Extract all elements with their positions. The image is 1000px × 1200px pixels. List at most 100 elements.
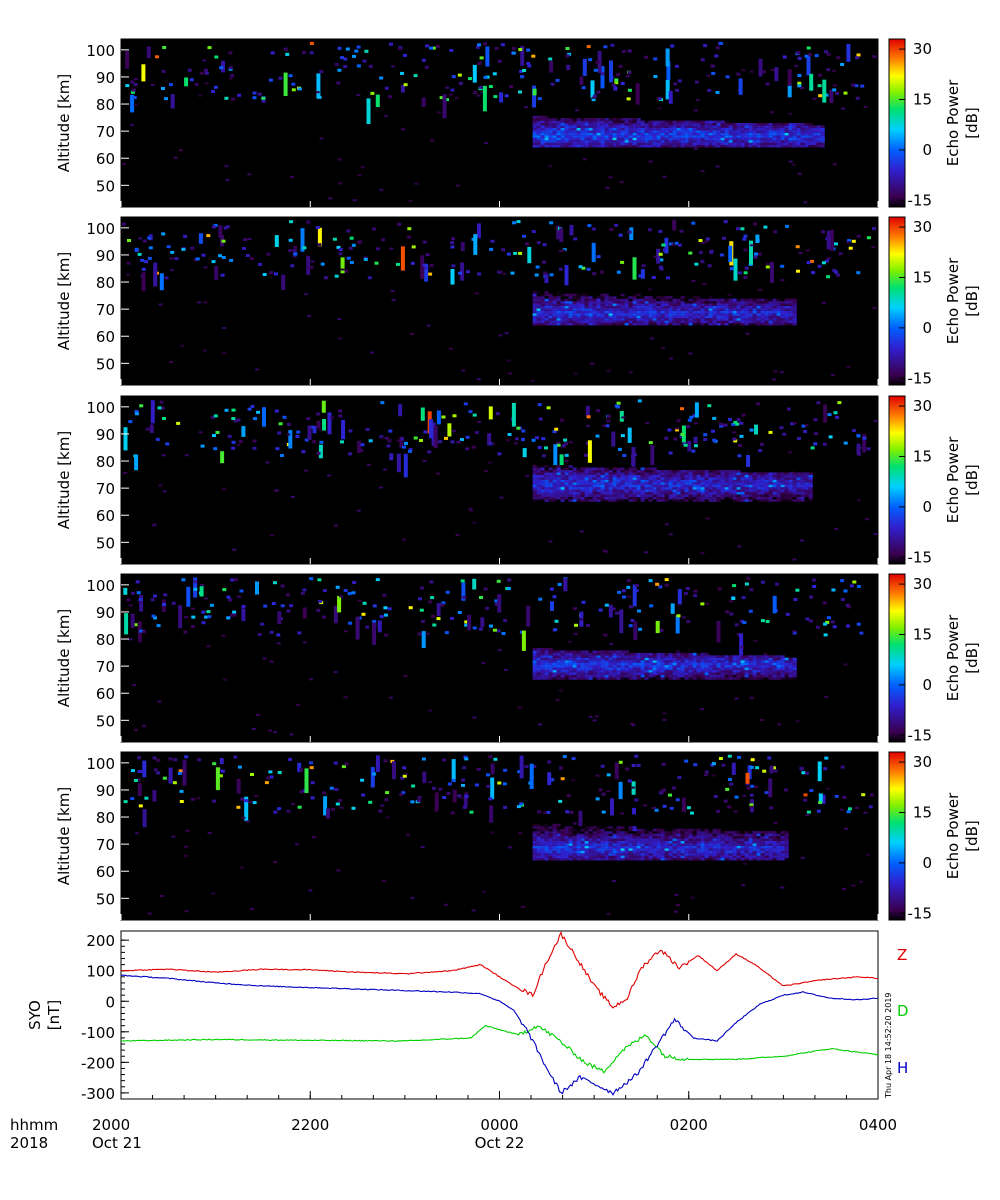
echo-cell [822, 79, 827, 103]
echo-cell [734, 623, 739, 627]
echo-cell [584, 132, 589, 136]
echo-cell [564, 665, 569, 668]
echo-cell [576, 662, 581, 666]
echo-cell [620, 320, 625, 324]
echo-cell [700, 669, 705, 673]
echo-cell [748, 677, 753, 680]
echo-cell [752, 477, 757, 480]
echo-cell [624, 123, 629, 126]
echo-cell [680, 132, 685, 136]
echo-cell [820, 135, 825, 138]
echo-cell [712, 482, 717, 485]
echo-cell [692, 669, 697, 673]
colorbar-tick-label: -15 [908, 369, 933, 387]
echo-cell [705, 517, 710, 520]
echo-cell [596, 293, 601, 297]
echo-cell [576, 472, 581, 475]
echo-cell [612, 472, 617, 475]
echo-cell [572, 296, 577, 299]
echo-cell [608, 127, 613, 131]
echo-cell [720, 477, 725, 480]
echo-cell [652, 487, 657, 490]
echo-cell [163, 593, 168, 597]
echo-cell [612, 144, 617, 148]
echo-cell [123, 587, 128, 595]
echo-cell [688, 315, 693, 319]
echo-cell [724, 472, 729, 475]
echo-cell [548, 489, 553, 493]
echo-cell [624, 310, 629, 314]
echo-cell [592, 303, 597, 306]
echo-cell [680, 484, 685, 488]
echo-cell [724, 491, 729, 495]
echo-cell [560, 310, 565, 314]
echo-cell [644, 496, 649, 500]
echo-cell [732, 674, 737, 678]
echo-cell [752, 657, 757, 661]
echo-cell [420, 407, 425, 421]
echo-cell [624, 313, 629, 316]
echo-cell [768, 305, 773, 309]
echo-cell [724, 667, 729, 671]
echo-cell [560, 472, 565, 475]
echo-cell [532, 118, 537, 121]
echo-cell [592, 657, 597, 661]
echo-cell [653, 75, 658, 78]
echo-cell [612, 135, 617, 138]
echo-cell [608, 137, 613, 141]
echo-cell [644, 551, 649, 554]
echo-cell [548, 499, 553, 502]
echo-cell [132, 96, 137, 100]
echo-cell [604, 657, 609, 661]
echo-cell [644, 298, 649, 302]
echo-cell [684, 135, 689, 138]
echo-cell [130, 613, 135, 628]
echo-cell [664, 123, 669, 126]
echo-cell [732, 318, 737, 321]
echo-cell [554, 427, 559, 431]
echo-cell [584, 674, 589, 678]
echo-cell [688, 137, 693, 141]
echo-cell [588, 674, 593, 678]
echo-cell [796, 269, 800, 273]
echo-cell [652, 127, 657, 131]
echo-cell [776, 137, 781, 141]
echo-cell [748, 477, 753, 480]
echo-cell [552, 135, 557, 138]
echo-cell [604, 140, 609, 143]
echo-cell [668, 665, 673, 668]
echo-cell [568, 657, 573, 661]
echo-cell [552, 489, 557, 493]
echo-cell [736, 472, 741, 475]
echo-cell [492, 72, 497, 76]
echo-cell [676, 657, 681, 661]
echo-cell [257, 92, 262, 96]
echo-cell [214, 265, 219, 280]
echo-cell [744, 125, 749, 128]
echo-cell [596, 132, 601, 136]
echo-cell [338, 248, 343, 251]
echo-cell [674, 427, 679, 430]
echo-cell [692, 477, 697, 480]
echo-cell [588, 130, 593, 133]
echo-cell [138, 640, 143, 643]
echo-cell [644, 137, 649, 141]
echo-cell [596, 140, 601, 143]
echo-cell [732, 305, 737, 309]
echo-cell [704, 125, 709, 128]
echo-cell [588, 58, 593, 62]
echo-cell [510, 271, 515, 275]
echo-cell [616, 320, 621, 324]
echo-cell [656, 660, 661, 663]
echo-cell [588, 142, 593, 146]
echo-cell [450, 88, 455, 92]
echo-cell [211, 260, 216, 264]
echo-cell [772, 482, 777, 485]
echo-cell [556, 313, 561, 316]
echo-cell [685, 587, 690, 590]
echo-cell [652, 674, 657, 678]
echo-cell [584, 491, 589, 495]
echo-cell [732, 470, 737, 473]
echo-cell [872, 55, 877, 59]
echo-cell [222, 351, 227, 354]
